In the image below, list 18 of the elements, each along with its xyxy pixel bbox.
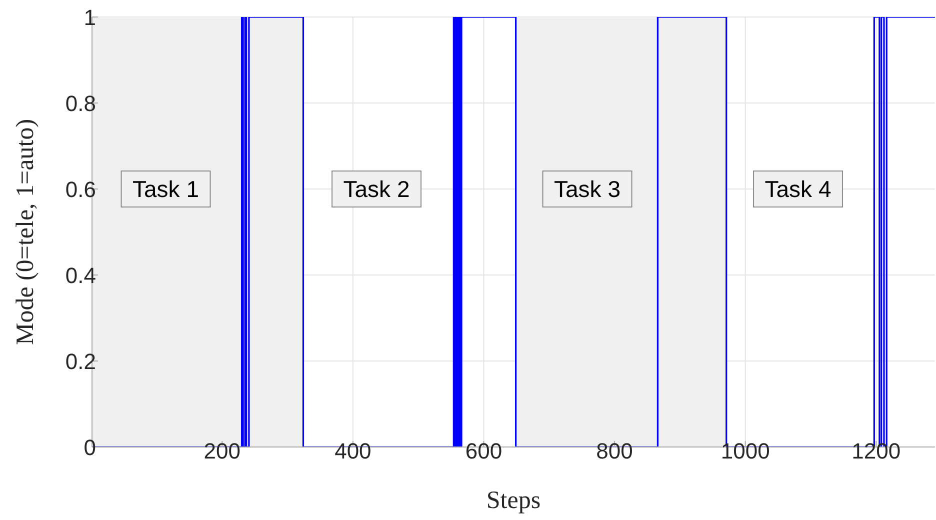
- x-tick-label: 400: [334, 438, 372, 464]
- y-tick-label: 0.4: [65, 262, 96, 288]
- x-tick-label: 1000: [720, 438, 770, 464]
- x-tick-label: 200: [204, 438, 241, 464]
- y-tick-label: 0.6: [65, 176, 96, 202]
- x-tick-label: 800: [596, 438, 633, 464]
- annotation: Task 4: [764, 176, 832, 202]
- x-tick-label: 600: [465, 438, 502, 464]
- annotation: Task 3: [554, 176, 621, 202]
- x-axis-title: Steps: [486, 487, 541, 514]
- y-tick-label: 0: [84, 434, 96, 460]
- y-tick-label: 0.2: [65, 348, 96, 374]
- annotation: Task 2: [343, 176, 410, 202]
- y-tick-label: 1: [84, 4, 96, 30]
- annotation: Task 1: [132, 176, 200, 202]
- y-axis-title: Mode (0=tele, 1=auto): [12, 118, 39, 346]
- y-tick-label: 0.8: [65, 90, 96, 116]
- x-tick-label: 1200: [852, 438, 901, 464]
